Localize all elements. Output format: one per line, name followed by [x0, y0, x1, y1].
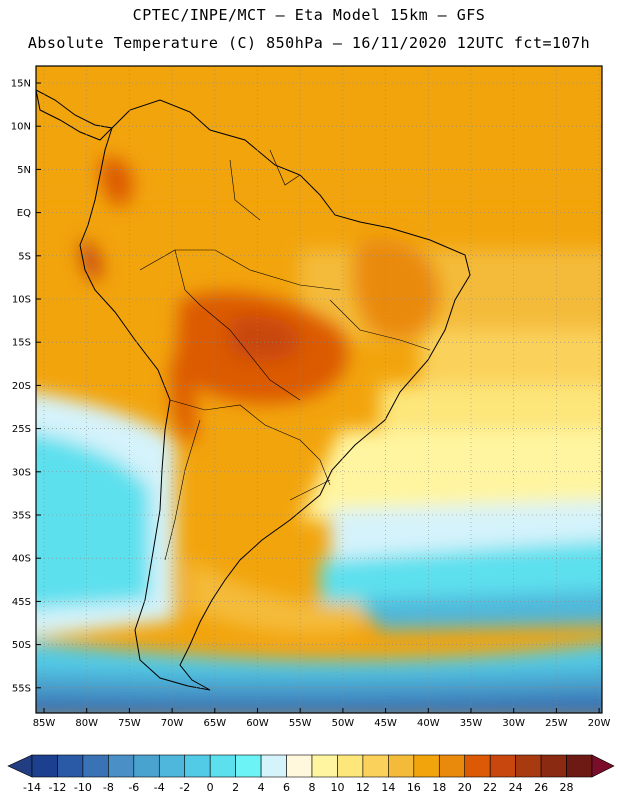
colorbar-swatch	[515, 754, 542, 778]
lon-tick-label: 75W	[118, 718, 141, 729]
colorbar-swatch	[438, 754, 466, 778]
central-america-coastline	[36, 89, 114, 141]
colorbar-swatch	[388, 754, 415, 778]
lat-tick-label: 20S	[12, 381, 31, 392]
lon-tick-label: 30W	[502, 718, 525, 729]
colorbar-swatch	[337, 754, 364, 778]
colorbar-swatch	[566, 754, 593, 778]
colorbar-label: 28	[560, 781, 574, 794]
colorbar-swatch	[209, 754, 236, 778]
lat-tick-label: 5N	[17, 165, 31, 176]
colorbar-label: -14	[23, 781, 41, 794]
colorbar-swatch	[158, 754, 186, 778]
colorbar-swatch	[413, 754, 440, 778]
colorbar-swatch	[540, 754, 567, 778]
colorbar-label: 20	[458, 781, 472, 794]
colorbar-label: 26	[534, 781, 548, 794]
colorbar-label: -6	[128, 781, 139, 794]
colorbar-label: 10	[330, 781, 344, 794]
colorbar-label: 2	[232, 781, 239, 794]
colorbar-label: 0	[207, 781, 214, 794]
colorbar	[7, 754, 615, 778]
lon-tick-label: 85W	[33, 718, 56, 729]
lat-tick-label: 15N	[11, 79, 31, 90]
colorbar-label: 8	[309, 781, 316, 794]
lon-tick-label: 45W	[374, 718, 397, 729]
colorbar-swatch	[286, 754, 313, 778]
lat-tick-label: 45S	[12, 597, 31, 608]
lat-tick-label: 40S	[12, 554, 31, 565]
colorbar-label: -2	[179, 781, 190, 794]
colorbar-label: 12	[356, 781, 370, 794]
colorbar-swatch	[31, 754, 58, 778]
colorbar-swatch	[133, 754, 160, 778]
colorbar-high-arrow	[591, 754, 615, 778]
lon-tick-label: 80W	[75, 718, 98, 729]
lat-tick-label: EQ	[17, 208, 31, 219]
colorbar-label: 22	[483, 781, 497, 794]
lon-tick-label: 70W	[161, 718, 184, 729]
lon-tick-label: 50W	[332, 718, 355, 729]
colorbar-label: -12	[48, 781, 66, 794]
colorbar-swatch	[464, 754, 491, 778]
lon-tick-label: 40W	[417, 718, 440, 729]
lon-tick-label: 25W	[545, 718, 568, 729]
lat-tick-label: 50S	[12, 640, 31, 651]
lon-tick-label: 55W	[289, 718, 312, 729]
south-america-coastline	[79, 99, 471, 691]
lat-tick-label: 10S	[12, 295, 31, 306]
colorbar-swatch	[311, 754, 338, 778]
lon-tick-label: 35W	[460, 718, 483, 729]
lat-tick-label: 15S	[12, 338, 31, 349]
colorbar-swatch	[184, 754, 211, 778]
colorbar-label: -8	[103, 781, 114, 794]
colorbar-swatch	[362, 754, 389, 778]
colorbar-swatch	[82, 754, 109, 778]
lon-tick-label: 60W	[246, 718, 269, 729]
lat-tick-label: 30S	[12, 467, 31, 478]
colorbar-label: 6	[283, 781, 290, 794]
colorbar-label: 16	[407, 781, 421, 794]
colorbar-low-arrow	[7, 754, 33, 778]
lat-tick-label: 10N	[11, 122, 31, 133]
map-border	[35, 65, 603, 714]
colorbar-swatch	[489, 754, 516, 778]
colorbar-swatch	[108, 754, 135, 778]
country-borders	[139, 149, 431, 561]
colorbar-swatch	[235, 754, 262, 778]
colorbar-label: -10	[74, 781, 92, 794]
lat-tick-label: 25S	[12, 424, 31, 435]
lat-tick-label: 35S	[12, 511, 31, 522]
colorbar-label: 24	[509, 781, 523, 794]
colorbar-swatch	[260, 754, 287, 778]
lat-tick-label: 5S	[18, 251, 31, 262]
lon-tick-label: 20W	[588, 718, 611, 729]
map-title-model: CPTEC/INPE/MCT – Eta Model 15km – GFS	[132, 6, 486, 24]
map-title-field: Absolute Temperature (C) 850hPa – 16/11/…	[27, 34, 591, 52]
colorbar-label: 14	[381, 781, 395, 794]
colorbar-label: 4	[258, 781, 265, 794]
temperature-field	[36, 66, 602, 713]
lon-tick-label: 65W	[203, 718, 226, 729]
colorbar-swatch	[57, 754, 84, 778]
colorbar-label: 18	[432, 781, 446, 794]
lat-tick-label: 55S	[12, 683, 31, 694]
colorbar-label: -4	[154, 781, 165, 794]
